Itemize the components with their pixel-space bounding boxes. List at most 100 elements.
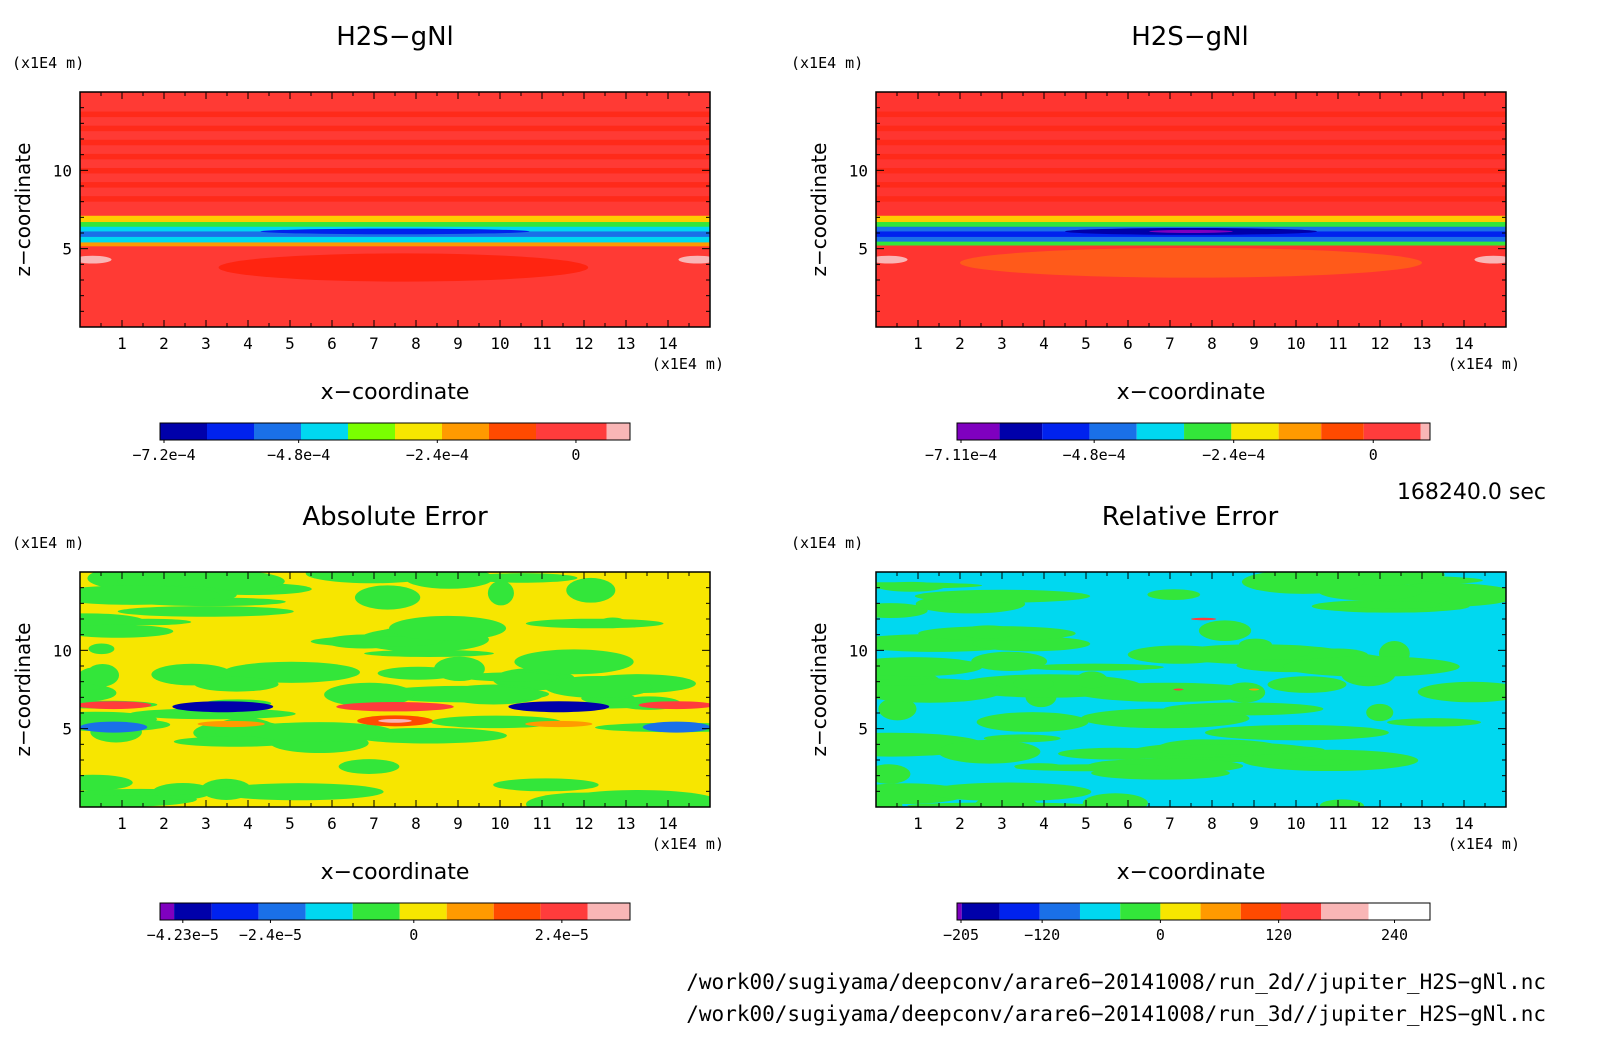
colorbar-segment: [999, 423, 1043, 440]
y-tick-label: 10: [849, 161, 868, 180]
field-cell: [80, 125, 710, 132]
x-tick-label: 5: [1081, 814, 1091, 833]
colorbar-label: 120: [1265, 926, 1292, 944]
x-tick-label: 9: [453, 814, 463, 833]
time-label: 168240.0 sec: [1396, 480, 1546, 505]
x-tick-label: 12: [1370, 334, 1389, 353]
colorbar-segment: [1278, 423, 1322, 440]
field-blob: [80, 721, 148, 733]
field-blob: [971, 651, 1048, 671]
field-cell: [80, 196, 710, 202]
field-blob: [1239, 638, 1272, 651]
field-blob: [1204, 724, 1389, 741]
field-blob: [1352, 600, 1443, 609]
field-blob: [389, 615, 507, 641]
field-blob: [1025, 663, 1164, 671]
field-blob: [260, 228, 530, 235]
field-cell: [80, 153, 710, 160]
colorbar-label: −205: [943, 926, 979, 944]
field-blob: [1015, 764, 1174, 772]
panel-4: [875, 571, 1507, 923]
field-blob: [1198, 620, 1252, 641]
colorbar-segment: [1231, 423, 1279, 440]
x-tick-label: 2: [159, 814, 169, 833]
x-tick-label: 10: [490, 814, 509, 833]
x-tick-label: 6: [327, 814, 337, 833]
colorbar-segment: [1420, 423, 1430, 440]
x-tick-label: 14: [1454, 334, 1473, 353]
colorbar-frame: [159, 422, 631, 441]
colorbar-segment: [160, 423, 207, 440]
y-axis-label: z−coordinate: [11, 143, 35, 277]
x-unit-label: (x1E4 m): [652, 835, 724, 853]
field-blob: [378, 718, 412, 723]
field-blob: [598, 617, 627, 629]
field-cell: [876, 111, 1506, 118]
colorbar-label: −4.23e−5: [147, 926, 219, 944]
colorbar-segment: [352, 903, 400, 920]
colorbar-segment: [258, 903, 306, 920]
x-tick-label: 7: [1165, 814, 1175, 833]
field-blob: [1082, 793, 1148, 807]
x-tick-label: 11: [1328, 334, 1347, 353]
x-tick-label: 1: [117, 814, 127, 833]
colorbar-segment: [301, 423, 348, 440]
field-blob: [487, 580, 514, 606]
colorbar-segment: [442, 423, 489, 440]
x-tick-label: 6: [1123, 814, 1133, 833]
field-blob: [525, 618, 664, 629]
x-unit-label: (x1E4 m): [1448, 835, 1520, 853]
field-blob: [976, 712, 1089, 732]
field-blob: [1147, 589, 1201, 601]
x-tick-label: 4: [243, 334, 253, 353]
field-blob: [1013, 677, 1055, 691]
field-blob: [876, 582, 983, 589]
colorbar-segment: [540, 903, 588, 920]
field-blob: [1075, 671, 1108, 689]
colorbar-label: 0: [1369, 446, 1378, 464]
field-cell: [876, 139, 1506, 146]
field-blob: [194, 676, 279, 692]
colorbar-label: 0: [409, 926, 418, 944]
colorbar-segment: [1160, 903, 1201, 920]
colorbar-frame: [159, 902, 631, 921]
field-blob: [938, 739, 1041, 764]
field-blob: [466, 573, 578, 583]
field-blob: [1163, 702, 1324, 716]
colorbar-segment: [1363, 423, 1421, 440]
colorbar-segment: [174, 903, 212, 920]
x-tick-label: 13: [1412, 814, 1431, 833]
y-axis-label: z−coordinate: [807, 623, 831, 757]
field-blob: [1319, 799, 1364, 807]
colorbar-label: −120: [1024, 926, 1060, 944]
colorbar-label: −7.11e−4: [925, 446, 997, 464]
contour-field: [876, 92, 1506, 327]
colorbar-label: 0: [571, 446, 580, 464]
field-blob: [638, 701, 710, 710]
colorbar-segment: [1321, 903, 1369, 920]
x-tick-label: 12: [574, 814, 593, 833]
field-blob: [566, 577, 616, 603]
field-blob: [514, 649, 634, 675]
panel-2: [875, 91, 1507, 443]
x-tick-label: 8: [1207, 814, 1217, 833]
field-cell: [80, 182, 710, 188]
field-blob: [557, 790, 710, 807]
field-blob: [305, 572, 440, 584]
field-blob: [1417, 681, 1506, 703]
x-tick-label: 8: [411, 814, 421, 833]
field-cell: [876, 167, 1506, 174]
colorbar-segment: [1184, 423, 1232, 440]
x-tick-label: 14: [1454, 814, 1473, 833]
colorbar-segment: [957, 423, 1000, 440]
field-blob: [642, 721, 710, 733]
x-tick-label: 13: [616, 334, 635, 353]
field-blob: [493, 778, 599, 792]
field-cell: [80, 231, 710, 238]
x-tick-label: 2: [955, 814, 965, 833]
field-blob: [1127, 645, 1230, 664]
y-unit-label: (x1E4 m): [791, 534, 863, 552]
colorbar-segment: [1089, 423, 1137, 440]
y-unit-label: (x1E4 m): [12, 54, 84, 72]
field-blob: [218, 253, 589, 282]
